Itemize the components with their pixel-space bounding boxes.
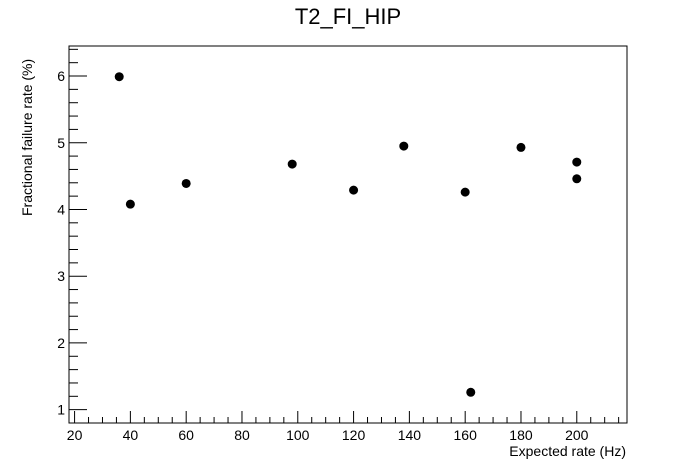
data-point [349,185,359,195]
x-tick-label: 180 [509,427,533,443]
x-tick-label: 160 [454,427,478,443]
x-axis-label: Expected rate (Hz) [509,443,626,459]
y-tick-label: 5 [57,135,65,151]
data-point [399,141,409,151]
x-tick-label: 60 [178,427,194,443]
x-tick-label: 200 [565,427,589,443]
plot-frame [68,45,628,424]
data-point [125,199,135,209]
y-tick-label: 6 [57,68,65,84]
data-point [572,174,582,184]
x-axis-ticks [74,411,620,423]
y-tick-label: 4 [57,201,65,217]
y-axis-ticks [69,48,87,424]
x-tick-label: 140 [398,427,422,443]
x-tick-label: 120 [342,427,366,443]
x-tick-label: 80 [234,427,250,443]
x-axis-tick-labels: 20 40 60 80 100 120 140 160 180 200 [67,427,589,443]
y-axis-tick-labels: 1 2 3 4 5 6 [57,68,65,418]
y-axis-label: Fractional failure rate (%) [19,58,35,216]
x-tick-label: 20 [67,427,83,443]
y-tick-label: 2 [57,335,65,351]
data-point [114,72,124,82]
y-tick-label: 3 [57,268,65,284]
x-tick-label: 100 [286,427,310,443]
x-tick-label: 40 [123,427,139,443]
data-point [572,157,582,167]
y-tick-label: 1 [57,402,65,418]
chart-title: T2_FI_HIP [294,4,402,29]
data-point [516,142,526,152]
data-point [287,159,297,169]
data-point [460,187,470,197]
data-point [466,387,476,397]
data-points [114,72,582,397]
data-point [181,178,191,188]
